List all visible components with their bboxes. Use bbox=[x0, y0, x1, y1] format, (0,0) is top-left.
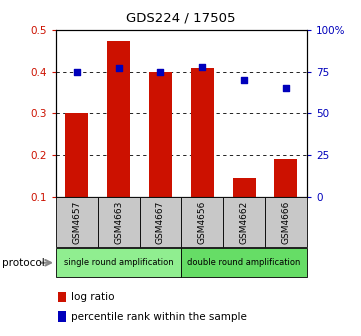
Text: protocol: protocol bbox=[2, 258, 44, 268]
Text: GSM4666: GSM4666 bbox=[282, 200, 291, 244]
Text: GSM4667: GSM4667 bbox=[156, 200, 165, 244]
Bar bbox=[223, 197, 265, 247]
Text: log ratio: log ratio bbox=[71, 292, 114, 302]
Text: GSM4663: GSM4663 bbox=[114, 200, 123, 244]
Bar bbox=[274, 159, 297, 197]
Point bbox=[158, 69, 164, 75]
Bar bbox=[56, 197, 98, 247]
Text: percentile rank within the sample: percentile rank within the sample bbox=[71, 311, 247, 322]
Bar bbox=[149, 72, 172, 197]
Point bbox=[116, 66, 122, 71]
Point bbox=[199, 64, 205, 70]
Bar bbox=[181, 197, 223, 247]
Bar bbox=[107, 41, 130, 197]
Point bbox=[283, 86, 289, 91]
Bar bbox=[56, 248, 181, 277]
Bar bbox=[98, 197, 140, 247]
Text: GSM4656: GSM4656 bbox=[198, 200, 207, 244]
Text: GDS224 / 17505: GDS224 / 17505 bbox=[126, 12, 235, 25]
Bar bbox=[232, 178, 256, 197]
Text: GSM4662: GSM4662 bbox=[240, 201, 249, 244]
Point bbox=[74, 69, 80, 75]
Bar bbox=[65, 114, 88, 197]
Text: single round amplification: single round amplification bbox=[64, 258, 174, 267]
Bar bbox=[181, 248, 307, 277]
Text: GSM4657: GSM4657 bbox=[72, 200, 81, 244]
Bar bbox=[140, 197, 181, 247]
Text: double round amplification: double round amplification bbox=[187, 258, 301, 267]
Point bbox=[241, 78, 247, 83]
Bar bbox=[191, 68, 214, 197]
Bar bbox=[265, 197, 307, 247]
